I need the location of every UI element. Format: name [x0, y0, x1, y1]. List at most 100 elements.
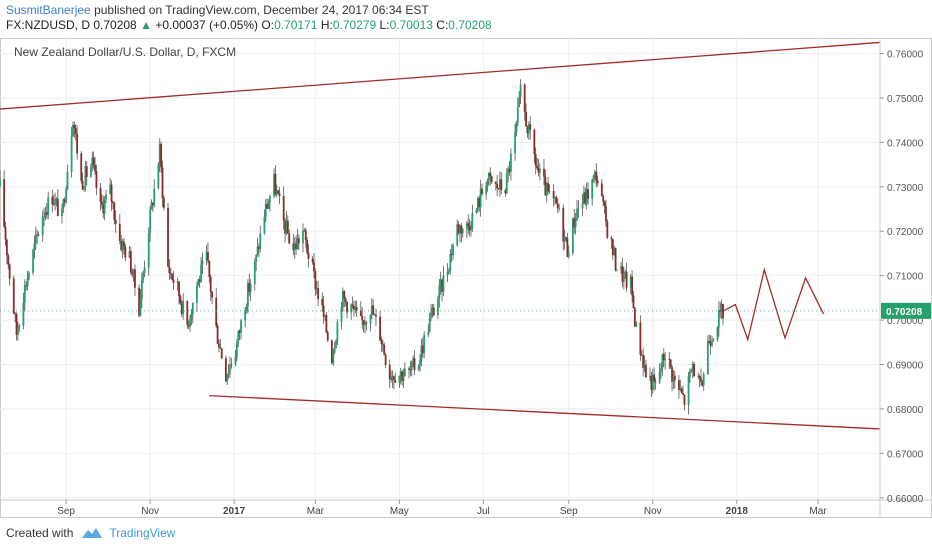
candle-body — [307, 252, 310, 259]
candle-body — [605, 206, 607, 222]
candle-body — [28, 272, 30, 279]
symbol-info-line: FX:NZDUSD, D 0.70208 ▲ +0.00037 (+0.05%)… — [6, 18, 492, 33]
candle-body — [302, 230, 304, 244]
projection-zigzag[interactable] — [722, 267, 825, 342]
candle-body — [620, 266, 622, 270]
time-axis[interactable]: Sep Nov 2017 Mar May Jul Sep Nov 2018 Mar — [57, 500, 827, 517]
time-tick-label: Nov — [141, 506, 159, 517]
candle-body — [690, 369, 693, 371]
candle-body — [381, 343, 384, 345]
candle-body — [664, 358, 667, 361]
candle-body — [700, 377, 702, 382]
candle-body — [370, 305, 373, 316]
candle-body — [33, 243, 36, 250]
candle-body — [391, 376, 394, 380]
candle-body — [143, 267, 146, 273]
candle-body — [428, 317, 431, 332]
candle-body — [23, 285, 26, 303]
candle-body — [99, 187, 102, 202]
price-axis[interactable]: 0.76000 0.75000 0.74000 0.73000 0.72000 0.710… — [880, 50, 924, 505]
candle-body — [587, 189, 589, 199]
candle-body — [134, 269, 136, 288]
candle-body — [479, 188, 482, 208]
candle-body — [635, 322, 638, 327]
candle-body — [65, 189, 68, 203]
low-label: L: — [379, 18, 390, 32]
author-link[interactable]: SusmitBanerjee — [6, 3, 91, 17]
candle-body — [333, 348, 336, 353]
candle-body — [494, 181, 497, 185]
candle-body — [275, 190, 278, 195]
candle-body — [178, 281, 180, 297]
candle-body — [468, 225, 471, 231]
candle-body — [413, 358, 416, 370]
candle-body — [632, 295, 635, 309]
candle-body — [361, 315, 364, 321]
candle-body — [661, 353, 664, 369]
candle-body — [7, 255, 10, 265]
footer: Created with TradingView — [6, 526, 175, 540]
time-tick-label: Nov — [644, 506, 662, 517]
candle-body — [409, 369, 412, 371]
candle-body — [94, 164, 96, 172]
candle-body — [591, 179, 594, 199]
candle-body — [496, 184, 499, 188]
candle-body — [342, 291, 344, 308]
time-tick-label: May — [390, 506, 409, 517]
candle-body — [390, 378, 393, 380]
candle-body — [651, 374, 654, 390]
candle-body — [186, 300, 189, 325]
candle-body — [600, 183, 603, 196]
candle-body — [403, 368, 406, 377]
candle-body — [18, 325, 21, 329]
candle-body — [89, 167, 92, 177]
candle-body — [36, 234, 39, 236]
candle-body — [95, 171, 98, 188]
candle-body — [669, 359, 672, 368]
candle-body — [399, 371, 402, 377]
candle-body — [384, 354, 387, 365]
candle-body — [326, 332, 329, 341]
time-tick-label: 2017 — [223, 506, 246, 517]
candle-body — [110, 184, 113, 202]
candle-body — [278, 193, 281, 196]
candle-body — [325, 315, 328, 333]
candle-body — [442, 275, 445, 292]
chart-title: New Zealand Dollar/U.S. Dollar, D, FXCM — [14, 45, 236, 59]
candle-body — [12, 278, 15, 314]
candle-body — [653, 374, 656, 382]
candle-body — [277, 190, 280, 194]
candle-body — [457, 224, 460, 233]
candle-body — [343, 291, 346, 299]
price-tick-label: 0.69000 — [887, 361, 924, 372]
chart-frame[interactable]: New Zealand Dollar/U.S. Dollar, D, FXCM … — [0, 38, 932, 518]
candle-body — [438, 285, 441, 300]
candle-body — [295, 243, 297, 249]
candle-body — [671, 367, 673, 383]
candle-body — [516, 106, 519, 123]
candle-body — [446, 271, 449, 276]
candle-body — [470, 228, 472, 231]
candle-body — [161, 167, 164, 199]
candle-body — [452, 245, 454, 256]
candle-body — [558, 207, 561, 209]
candle-body — [478, 198, 481, 208]
tradingview-brand[interactable]: TradingView — [109, 526, 176, 540]
candle-body — [419, 360, 421, 366]
price-chart[interactable]: New Zealand Dollar/U.S. Dollar, D, FXCM … — [0, 38, 932, 518]
candle-body — [189, 319, 191, 327]
projection-path[interactable] — [722, 267, 825, 342]
trendline-lower-channel[interactable] — [209, 394, 881, 430]
candle-body — [306, 240, 309, 253]
candle-body — [240, 320, 242, 333]
trendline-upper-channel[interactable] — [0, 41, 881, 110]
candle-body — [527, 124, 530, 134]
candle-body — [515, 122, 518, 132]
trendlines[interactable] — [0, 41, 881, 430]
candle-body — [465, 223, 468, 229]
time-tick-label: Mar — [809, 506, 827, 517]
candle-body — [499, 179, 501, 190]
candle-body — [417, 365, 420, 370]
candle-body — [219, 347, 222, 349]
candle-body — [596, 180, 599, 184]
